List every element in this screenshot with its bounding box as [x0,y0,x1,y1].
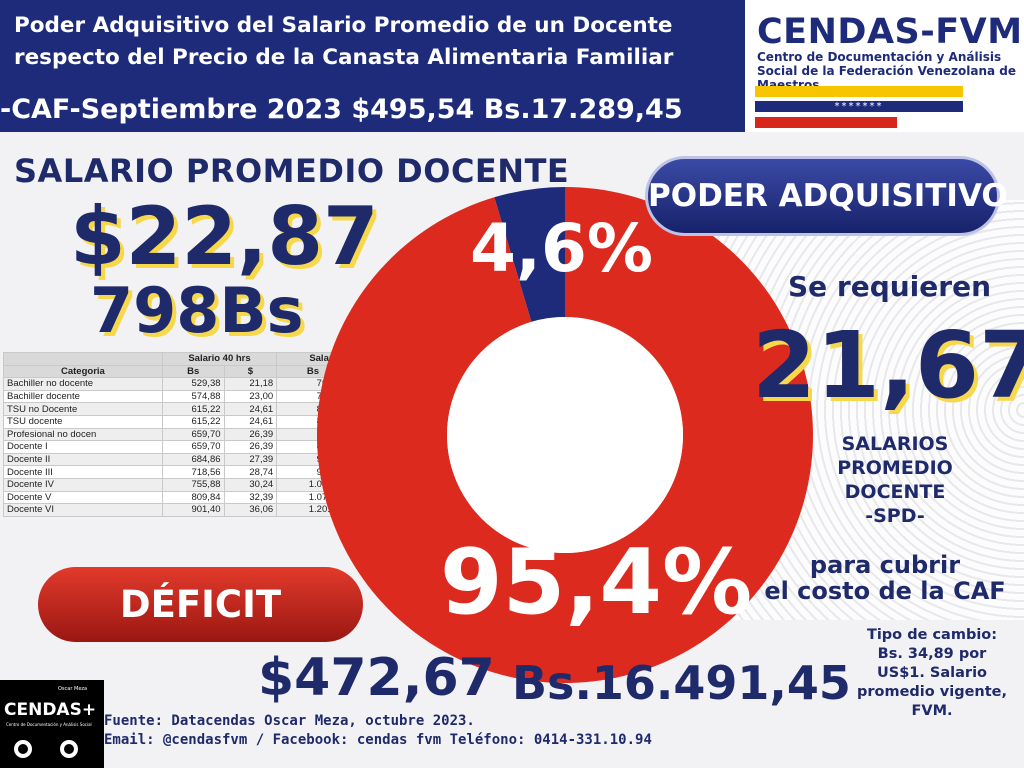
salarios-label: SALARIOS PROMEDIO DOCENTE -SPD- [815,432,975,528]
footer-source: Fuente: Datacendas Oscar Meza, octubre 2… [104,713,475,729]
table-cell: 659,70 [161,440,225,454]
exchange-rate-line: FVM. [911,703,953,719]
logo-subtitle: Centro de Documentación y Análisis Socia… [757,50,1017,92]
table-cell: 615,22 [161,402,225,416]
salary-title: SALARIO PROMEDIO DOCENTE [14,152,570,190]
table-cell: Docente VI [3,503,163,517]
salarios-line: PROMEDIO [837,457,953,479]
table-cell: 24,61 [223,402,278,416]
table-group-header-empty [3,352,163,366]
cendas-fvm-logo: CENDAS-FVM Centro de Documentación y Aná… [745,0,1024,132]
deficit-badge: DÉFICIT [38,567,363,642]
table-column-header: $ [223,364,278,379]
table-cell: 615,22 [161,414,225,429]
donut-chart [316,187,813,683]
logo-name: CENDAS-FVM [757,12,1023,52]
table-cell: 21,18 [223,377,278,391]
table-cell: Docente I [3,440,163,454]
table-cell: 26,39 [223,427,278,442]
header-title: Poder Adquisitivo del Salario Promedio d… [14,13,674,70]
cart-logo-small-text: Oscar Meza [58,686,88,692]
table-cell: 30,24 [223,477,278,492]
poder-adquisitivo-badge: PODER ADQUISITIVO [645,156,1008,236]
table-cell: 36,06 [223,503,278,517]
table-cell: 26,39 [223,440,278,454]
salarios-line: -SPD- [865,505,925,527]
header-subtitle: -CAF-Septiembre 2023 $495,54 Bs.17.289,4… [0,94,683,125]
table-cell: 684,86 [161,452,225,467]
table-cell: Docente V [3,490,163,505]
exchange-rate-line: US$1. Salario [876,665,988,681]
donut-slice-poder [494,187,565,322]
deficit-usd: $472,67 [258,648,495,708]
footer-contact: Email: @cendasfvm / Facebook: cendas fvm… [104,732,652,748]
table-column-header: Categoria [3,364,163,379]
table-cell: 755,88 [161,477,225,492]
table-cell: 27,39 [223,452,278,467]
table-cell: Docente II [3,452,163,467]
salary-usd: $22,87 [70,190,379,283]
exchange-rate-note: Tipo de cambio: Bs. 34,89 por US$1. Sala… [842,626,1022,721]
flag-red-stripe [755,117,897,128]
se-requieren-label: Se requieren [788,270,991,303]
cart-logo-tagline: Centro de Documentación y Análisis Socia… [6,722,92,727]
footer: Fuente: Datacendas Oscar Meza, octubre 2… [104,712,824,750]
data-label-deficit: 95,4% [440,530,753,635]
salarios-line: DOCENTE [844,481,946,503]
table-cell: Docente III [3,465,163,479]
table-cell: 901,40 [161,503,225,517]
cart-wheel-icon [60,740,78,758]
table-cell: Bachiller docente [3,389,163,404]
flag-yellow-stripe [755,86,963,97]
exchange-rate-line: Bs. 34,89 por [877,646,987,662]
table-cell: 28,74 [223,465,278,479]
table-column-header: Bs [161,364,225,379]
header-band: Poder Adquisitivo del Salario Promedio d… [0,0,745,132]
flag-blue-stripe: ******* [755,101,963,112]
table-cell: 718,56 [161,465,225,479]
table-group-header: Salario 40 hrs [161,352,278,366]
required-salaries-number: 21,67 [752,312,1024,419]
table-cell: 659,70 [161,427,225,442]
salary-bs: 798Bs [90,274,304,347]
table-cell: 809,84 [161,490,225,505]
cart-wheel-icon [14,740,32,758]
table-cell: TSU no Docente [3,402,163,416]
table-cell: Profesional no docen [3,427,163,442]
table-cell: 24,61 [223,414,278,429]
exchange-rate-line: promedio vigente, [856,684,1008,700]
table-cell: 529,38 [161,377,225,391]
table-cell: Docente IV [3,477,163,492]
donut-slice-deficit [316,187,813,683]
para-cubrir-line: el costo de la CAF [764,577,1006,605]
table-cell: 32,39 [223,490,278,505]
cendas-cart-logo: Oscar Meza CENDAS+ Centro de Documentaci… [0,680,104,768]
table-cell: 574,88 [161,389,225,404]
para-cubrir-line: para cubrir [809,551,961,579]
cart-logo-name: CENDAS+ [4,700,97,720]
deficit-bs: Bs.16.491,45 [512,656,851,710]
table-cell: TSU docente [3,414,163,429]
donut-hole [447,317,683,553]
para-cubrir-label: para cubrir el costo de la CAF [745,552,1024,604]
exchange-rate-line: Tipo de cambio: [866,627,998,643]
table-cell: 23,00 [223,389,278,404]
salarios-line: SALARIOS [841,433,949,455]
data-label-poder: 4,6% [470,210,654,287]
table-cell: Bachiller no docente [3,377,163,391]
